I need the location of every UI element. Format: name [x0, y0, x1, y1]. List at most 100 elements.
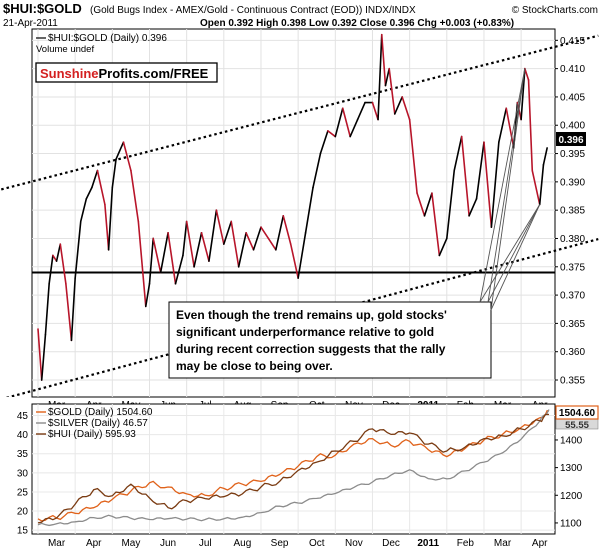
ratio-segment [208, 209, 218, 262]
ratio-segment [334, 107, 344, 138]
lower-xtick-label: Jun [160, 538, 176, 549]
ratio-segment [393, 96, 404, 115]
annotation-line-4: may be close to being over. [176, 359, 333, 373]
chg-label: Chg [417, 18, 436, 29]
branding-sunshine: Sunshine [40, 66, 99, 81]
ratio-segment [260, 226, 270, 240]
trend-channel-line [0, 34, 599, 191]
ratio-segment [377, 33, 383, 121]
ratio-segment [193, 232, 203, 268]
upper-ytick-label: 0.385 [560, 206, 585, 217]
callout-line [490, 204, 541, 311]
ratio-segment [59, 243, 67, 285]
lower-left-tick-label: 30 [17, 468, 29, 479]
ratio-segment [144, 282, 151, 308]
ratio-segment [70, 277, 76, 342]
lower-xtick-label: Aug [234, 538, 252, 549]
ratio-segment [185, 220, 195, 268]
branding-rest: Profits.com/FREE [99, 66, 209, 81]
upper-ytick-label: 0.375 [560, 262, 585, 273]
ratio-segment [37, 328, 43, 381]
lower-right-tick-label: 1300 [560, 463, 583, 474]
ratio-segment [107, 186, 114, 251]
annotation-line-2: significant underperformance relative to… [176, 325, 434, 339]
ratio-segment [65, 282, 73, 342]
gold-value-bg [555, 405, 599, 420]
ratio-segment [223, 220, 233, 245]
lower-left-tick-label: 15 [17, 526, 29, 537]
ratio-segment [384, 67, 390, 87]
ratio-segment [319, 130, 329, 155]
silver-value-label: 55.55 [565, 420, 589, 431]
ratio-segment [167, 232, 177, 285]
ratio-segment [137, 220, 147, 308]
close-value: 0.396 [390, 18, 415, 29]
open-value: 0.392 [228, 18, 253, 29]
annotation-callout-lines [479, 68, 541, 311]
ratio-segment [483, 141, 493, 228]
ratio-segment [44, 282, 50, 336]
ratio-segment [490, 141, 500, 228]
ratio-segment [200, 232, 210, 262]
lower-right-tick-label: 1400 [560, 435, 583, 446]
lower-xtick-label: Oct [309, 538, 325, 549]
stockcharts-watermark: © StockCharts.com [512, 5, 598, 16]
symbol-description: (Gold Bugs Index - AMEX/Gold - Continuou… [90, 5, 416, 16]
ratio-segment [416, 192, 426, 217]
gold-legend-label: $GOLD (Daily) 1504.60 [48, 407, 153, 418]
hui-series-line [37, 413, 550, 524]
ratio-segment [524, 67, 530, 81]
symbol-title: $HUI:$GOLD [3, 1, 82, 16]
ratio-segment [538, 164, 545, 206]
lower-left-tick-label: 35 [17, 449, 29, 460]
silver-legend-label: $SILVER (Daily) 46.57 [48, 418, 148, 429]
ratio-segment [245, 232, 255, 251]
volume-label: Volume undef [36, 44, 94, 55]
lower-xtick-label: Mar [494, 538, 512, 549]
upper-legend-label: $HUI:$GOLD (Daily) 0.396 [48, 33, 167, 44]
low-label: Low [309, 18, 329, 29]
annotation-frame [168, 301, 492, 379]
ratio-segment [79, 198, 88, 223]
ratio-segment [96, 169, 106, 206]
lower-gridlines [32, 404, 555, 534]
upper-ytick-label: 0.380 [560, 234, 585, 245]
ratio-segment [104, 203, 110, 251]
branding-box: SunshineProfits.com/FREE [35, 62, 218, 83]
ratio-segment [468, 198, 478, 217]
upper-ytick-label: 0.360 [560, 347, 585, 358]
annotation-box: Even though the trend remains up, gold s… [168, 301, 492, 379]
low-value: 0.392 [332, 18, 357, 29]
high-value: 0.398 [281, 18, 306, 29]
lower-left-tick-label: 45 [17, 411, 29, 422]
ratio-segment [215, 209, 225, 245]
current-value-label: 0.396 [558, 135, 583, 146]
ratio-segment [174, 254, 184, 285]
callout-line [479, 68, 526, 303]
ratio-segment [388, 67, 396, 115]
ratio-segment [327, 130, 337, 138]
branding-text: SunshineProfits.com/FREE [40, 66, 209, 81]
upper-ytick-label: 0.410 [560, 64, 585, 75]
ratio-segment [275, 215, 285, 251]
ratio-segment [401, 96, 411, 121]
lower-current-values: 55.55 1504.60 [555, 405, 599, 431]
ratio-segment [445, 169, 456, 240]
lower-left-tick-label: 20 [17, 507, 29, 518]
upper-ytick-label: 0.355 [560, 376, 585, 387]
ratio-segment [498, 107, 508, 144]
ratio-segment [423, 192, 433, 217]
lower-xtick-label: Apr [532, 538, 548, 549]
ratio-segment [111, 158, 117, 189]
hui-legend-label: $HUI (Daily) 595.93 [48, 429, 136, 440]
ratio-segment [371, 101, 379, 121]
ratio-segment [527, 79, 534, 172]
lower-legend: $GOLD (Daily) 1504.60 $SILVER (Daily) 46… [36, 407, 153, 440]
gold-value-label: 1504.60 [559, 408, 596, 419]
lower-right-tick-label: 1100 [560, 518, 582, 529]
ratio-segment [453, 135, 463, 172]
callout-line [487, 68, 526, 303]
callout-line [487, 204, 541, 303]
branding-frame [35, 62, 218, 83]
